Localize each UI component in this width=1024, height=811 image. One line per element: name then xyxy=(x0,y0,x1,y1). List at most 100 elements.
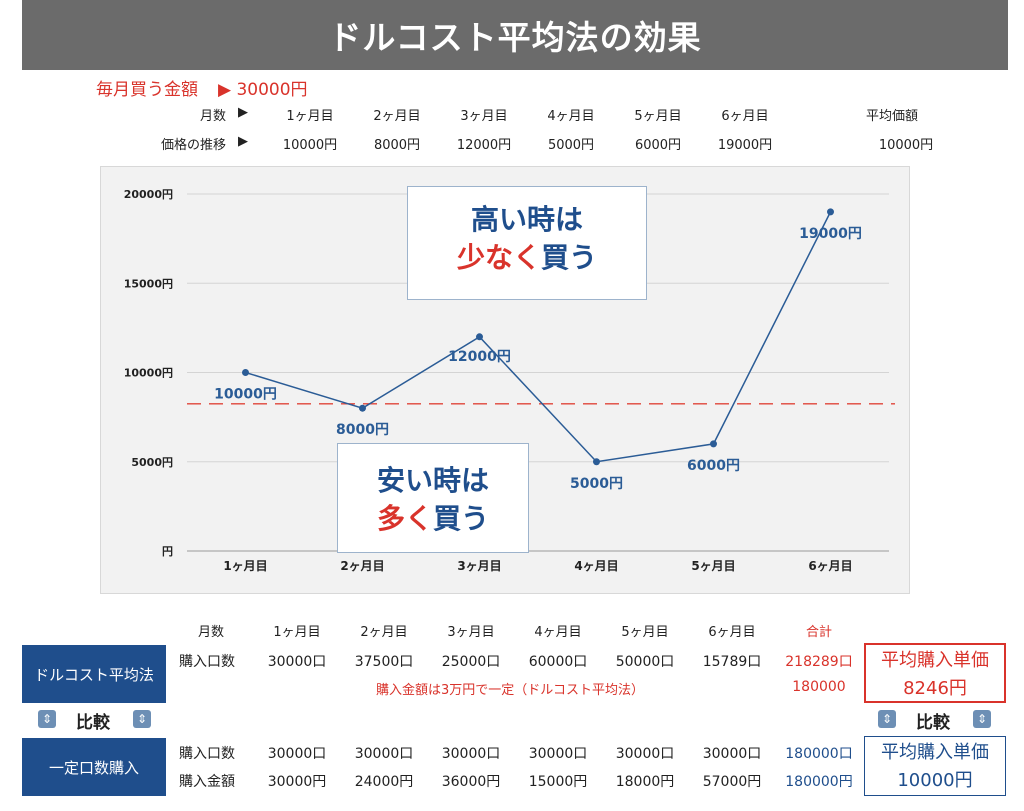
y-tick-label: 円 xyxy=(162,545,173,558)
callout-low-emph: 多く xyxy=(376,502,433,535)
title-bar: ドルコスト平均法の効果 xyxy=(22,0,1008,70)
header-price: 8000円 xyxy=(373,138,421,153)
data-label: 6000円 xyxy=(687,458,740,474)
fixed-units: 30000口 xyxy=(354,746,414,762)
data-point xyxy=(593,458,600,466)
fixed-avg-box: 平均購入単価 10000円 xyxy=(864,736,1006,796)
data-point xyxy=(476,333,483,341)
data-label: 12000円 xyxy=(448,349,511,365)
table-month: 6ヶ月目 xyxy=(708,625,756,640)
header-price: 6000円 xyxy=(634,138,682,153)
dca-row-label: 購入口数 xyxy=(179,654,235,670)
arrow-icon: ▶ xyxy=(238,134,248,149)
fixed-label-box: 一定口数購入 xyxy=(22,738,166,796)
series-line xyxy=(245,211,832,463)
months-label: 月数 xyxy=(199,109,226,124)
callout-low-line1: 安い時は xyxy=(376,464,489,497)
header-month: 2ヶ月目 xyxy=(373,109,421,124)
data-point xyxy=(710,440,717,448)
x-tick-label: 6ヶ月目 xyxy=(808,559,852,573)
x-tick-label: 3ヶ月目 xyxy=(457,559,501,573)
fixed-units-label: 購入口数 xyxy=(179,746,235,762)
fixed-avg-title: 平均購入単価 xyxy=(881,742,989,763)
fixed-units: 30000口 xyxy=(528,746,588,762)
line-chart: 円 5000円 10000円 15000円 20000円 1ヶ月目 2ヶ月目 3ヶ月目 4ヶ月目… xyxy=(124,188,895,573)
table-month: 3ヶ月目 xyxy=(447,625,495,640)
monthly-label: 毎月買う金額 xyxy=(96,80,198,100)
data-point xyxy=(242,369,249,376)
header-month: 5ヶ月目 xyxy=(634,109,682,124)
fixed-amount: 24000円 xyxy=(354,774,414,790)
data-label: 8000円 xyxy=(336,422,389,438)
x-tick-label: 2ヶ月目 xyxy=(340,559,384,573)
dca-name: ドルコスト平均法 xyxy=(34,665,154,684)
x-tick-label: 4ヶ月目 xyxy=(574,559,618,573)
sort-arrows-icon: ⇕ xyxy=(878,710,896,728)
header-price: 19000円 xyxy=(717,138,773,153)
fixed-amount: 30000円 xyxy=(267,774,327,790)
dca-avg-value: 8246円 xyxy=(903,678,967,699)
callout-high: 高い時は 少なく買う xyxy=(407,186,647,300)
y-tick-label: 10000円 xyxy=(124,367,173,380)
fixed-units: 30000口 xyxy=(267,746,327,762)
x-tick-label: 5ヶ月目 xyxy=(691,559,735,573)
callout-high-emph: 少なく xyxy=(456,241,541,274)
chart-panel: 円 5000円 10000円 15000円 20000円 1ヶ月目 2ヶ月目 3ヶ月目 4ヶ月目… xyxy=(100,166,910,594)
monthly-value: ▶ 30000円 xyxy=(218,80,308,100)
prices-label: 価格の推移 xyxy=(160,138,226,153)
fixed-amount-label: 購入金額 xyxy=(179,774,235,790)
fixed-amount-total: 180000円 xyxy=(785,774,853,790)
dca-units-total: 218289口 xyxy=(785,654,853,670)
dca-units: 37500口 xyxy=(354,654,414,670)
header-month: 1ヶ月目 xyxy=(286,109,334,124)
dca-amount-total: 180000 xyxy=(792,679,846,695)
fixed-amount: 57000円 xyxy=(702,774,762,790)
arrow-icon: ▶ xyxy=(238,105,248,120)
fixed-name: 一定口数購入 xyxy=(48,758,139,777)
avg-label: 平均価額 xyxy=(865,109,918,124)
dca-avg-box: 平均購入単価 8246円 xyxy=(864,643,1006,703)
dca-units: 30000口 xyxy=(267,654,327,670)
fixed-units: 30000口 xyxy=(615,746,675,762)
fixed-avg-value: 10000円 xyxy=(897,770,973,791)
fixed-units: 30000口 xyxy=(441,746,501,762)
header-month: 3ヶ月目 xyxy=(460,109,508,124)
dca-note: 購入金額は3万円で一定（ドルコスト平均法） xyxy=(375,683,644,698)
dca-label-box: ドルコスト平均法 xyxy=(22,645,166,703)
sort-arrows-icon: ⇕ xyxy=(38,710,56,728)
y-tick-label: 15000円 xyxy=(124,277,173,290)
data-label: 10000円 xyxy=(214,387,277,403)
header-month: 4ヶ月目 xyxy=(547,109,595,124)
fixed-amount: 18000円 xyxy=(615,774,675,790)
fixed-units-total: 180000口 xyxy=(785,746,853,762)
callout-high-line1: 高い時は xyxy=(470,203,583,236)
callout-low-verb: 買う xyxy=(433,502,490,535)
dca-units: 50000口 xyxy=(615,654,675,670)
fixed-units: 30000口 xyxy=(702,746,762,762)
compare-label-left: 比較 xyxy=(76,713,110,733)
dca-units: 15789口 xyxy=(702,654,762,670)
table-month: 4ヶ月目 xyxy=(534,625,582,640)
monthly-amount: 毎月買う金額 ▶ 30000円 xyxy=(96,75,308,100)
data-point xyxy=(359,404,366,412)
table-month: 2ヶ月目 xyxy=(360,625,408,640)
header-price: 5000円 xyxy=(547,138,595,153)
data-point xyxy=(827,208,834,216)
data-label: 5000円 xyxy=(570,476,623,492)
sort-arrows-icon: ⇕ xyxy=(133,710,151,728)
callout-high-verb: 買う xyxy=(541,241,598,274)
fixed-amount: 36000円 xyxy=(441,774,501,790)
dca-units: 60000口 xyxy=(528,654,588,670)
avg-value: 10000円 xyxy=(878,138,934,153)
table-total-label: 合計 xyxy=(805,625,832,640)
x-tick-label: 1ヶ月目 xyxy=(223,559,267,573)
callout-low: 安い時は 多く買う xyxy=(337,443,529,553)
table-months-label: 月数 xyxy=(197,625,224,640)
header-month: 6ヶ月目 xyxy=(721,109,769,124)
sort-arrows-icon: ⇕ xyxy=(973,710,991,728)
data-label: 19000円 xyxy=(799,226,862,242)
y-tick-label: 20000円 xyxy=(124,188,173,201)
table-month: 5ヶ月目 xyxy=(621,625,669,640)
table-month: 1ヶ月目 xyxy=(273,625,321,640)
fixed-amount: 15000円 xyxy=(528,774,588,790)
